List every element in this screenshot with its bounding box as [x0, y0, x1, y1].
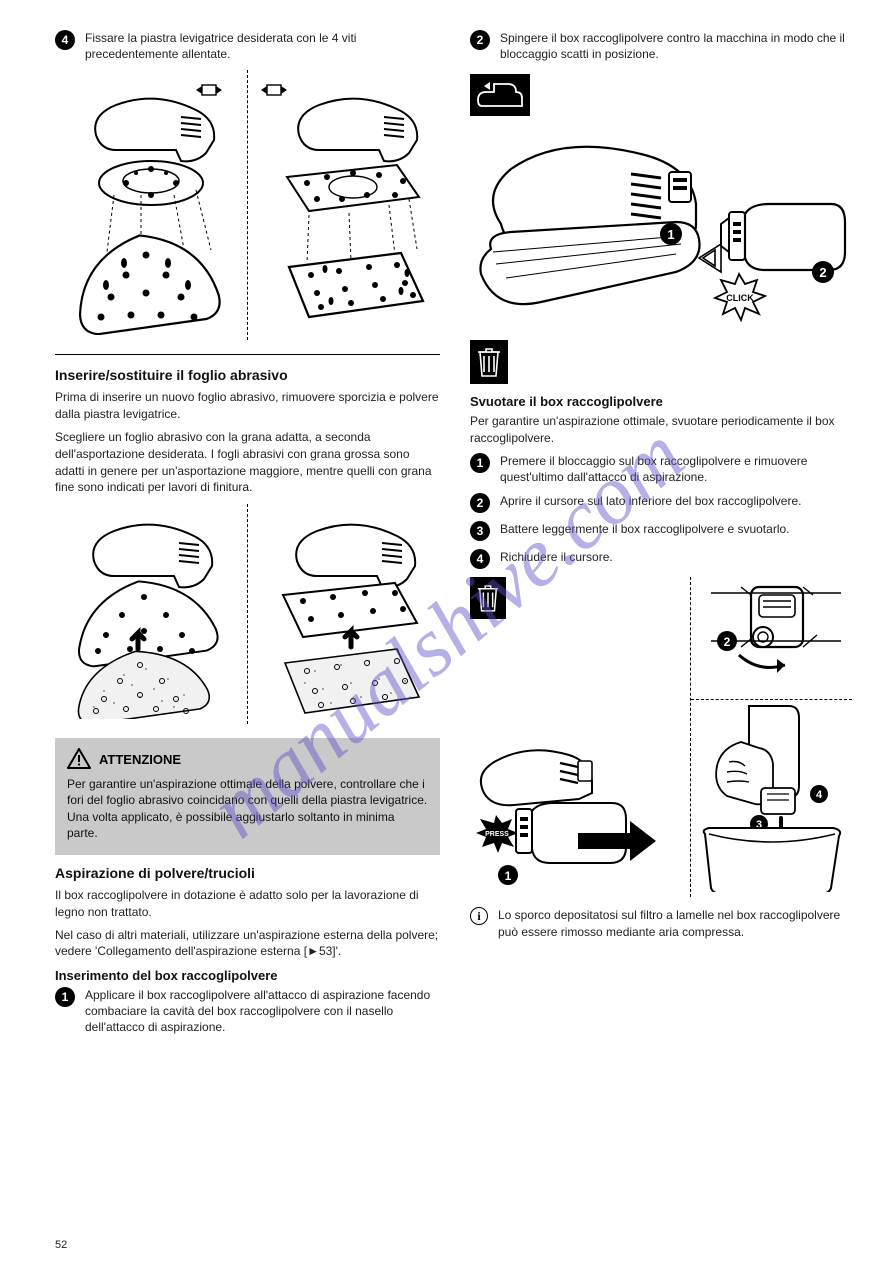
- empty-step-3-text: Battere leggermente il box raccoglipolve…: [500, 521, 852, 537]
- warning-header: ATTENZIONE: [67, 748, 428, 770]
- figure-open-slider: 2: [691, 577, 851, 697]
- figure-pour-bin: 4 3: [691, 702, 851, 892]
- page-container: 4 Fissare la piastra levigatrice desider…: [0, 0, 893, 1263]
- section-title-foglio: Inserire/sostituire il foglio abrasivo: [55, 367, 440, 383]
- step-box-1-number: 1: [55, 987, 75, 1007]
- empty-step-2-text: Aprire il cursore sul lato inferiore del…: [500, 493, 852, 509]
- figure-pair-sheets: [55, 504, 440, 724]
- step-box-2-text: Spingere il box raccoglipolvere contro l…: [500, 30, 852, 62]
- section-title-aspirazione: Aspirazione di polvere/trucioli: [55, 865, 440, 881]
- step-box-1-row: 1 Applicare il box raccoglipolvere all'a…: [55, 987, 440, 1036]
- figure-pair-plates: [55, 70, 440, 340]
- subhead-svuota: Svuotare il box raccoglipolvere: [470, 394, 852, 409]
- subhead-dustbox: Inserimento del box raccoglipolvere: [55, 968, 440, 983]
- empty-step-4: 4 Richiudere il cursore.: [470, 549, 852, 569]
- trash-icon: [470, 340, 508, 384]
- empty-step-2: 2 Aprire il cursore sul lato inferiore d…: [470, 493, 852, 513]
- foglio-body-1: Prima di inserire un nuovo foglio abrasi…: [55, 389, 440, 423]
- empty-step-4-text: Richiudere il cursore.: [500, 549, 852, 565]
- svg-text:1: 1: [667, 227, 674, 242]
- info-note-text: Lo sporco depositatosi sul filtro a lame…: [498, 907, 852, 939]
- warning-icon: [67, 748, 91, 770]
- figure-rect-sheet: [258, 504, 440, 724]
- figure-remove-box: PRESS 1: [470, 737, 690, 897]
- aspirazione-body-2: Nel caso di altri materiali, utilizzare …: [55, 927, 440, 961]
- step-box-2-row: 2 Spingere il box raccoglipolvere contro…: [470, 30, 852, 62]
- right-column: 2 Spingere il box raccoglipolvere contro…: [470, 30, 852, 1233]
- figure-rect-plate: [258, 70, 440, 340]
- step-box-1-text: Applicare il box raccoglipolvere all'att…: [85, 987, 440, 1036]
- empty-step-4-num: 4: [470, 549, 490, 569]
- svg-text:2: 2: [819, 265, 826, 280]
- svg-text:CLICK: CLICK: [726, 293, 754, 303]
- figure-attach-dustbox: 1 CLICK 2: [470, 124, 852, 334]
- info-icon: i: [470, 907, 488, 925]
- step-4-row: 4 Fissare la piastra levigatrice desider…: [55, 30, 440, 62]
- step-box-2-number: 2: [470, 30, 490, 50]
- svg-text:1: 1: [505, 869, 512, 883]
- step-4-number: 4: [55, 30, 75, 50]
- step-4-text: Fissare la piastra levigatrice desiderat…: [85, 30, 440, 62]
- warning-label: ATTENZIONE: [99, 752, 181, 767]
- warning-body: Per garantire un'aspirazione ottimale de…: [67, 776, 428, 841]
- figure-triangle-sheet: [55, 504, 237, 724]
- left-column: 4 Fissare la piastra levigatrice desider…: [55, 30, 440, 1233]
- empty-step-1: 1 Premere il bloccaggio sul box raccogli…: [470, 453, 852, 485]
- info-note-row: i Lo sporco depositatosi sul filtro a la…: [470, 907, 852, 939]
- foglio-body-2: Scegliere un foglio abrasivo con la gran…: [55, 429, 440, 496]
- empty-step-1-num: 1: [470, 453, 490, 473]
- warning-box: ATTENZIONE Per garantire un'aspirazione …: [55, 738, 440, 855]
- figure-divider-2: [247, 504, 248, 724]
- empty-step-3: 3 Battere leggermente il box raccoglipol…: [470, 521, 852, 541]
- page-number: 52: [55, 1239, 67, 1251]
- svuota-body: Per garantire un'aspirazione ottimale, s…: [470, 413, 852, 447]
- aspirazione-body-1: Il box raccoglipolvere in dotazione è ad…: [55, 887, 440, 921]
- empty-step-2-num: 2: [470, 493, 490, 513]
- figure-divider-1: [247, 70, 248, 340]
- svg-text:2: 2: [724, 635, 731, 649]
- svg-text:4: 4: [816, 789, 823, 801]
- trash-icon-2: [470, 577, 506, 619]
- empty-step-1-text: Premere il bloccaggio sul box raccoglipo…: [500, 453, 852, 485]
- attach-dustbox-icon: [470, 74, 530, 116]
- svg-text:PRESS: PRESS: [485, 831, 509, 838]
- figure-empty-dustbox: PRESS 1: [470, 577, 852, 897]
- figure-triangle-plate: [55, 70, 237, 340]
- section-divider-1: [55, 354, 440, 355]
- empty-step-3-num: 3: [470, 521, 490, 541]
